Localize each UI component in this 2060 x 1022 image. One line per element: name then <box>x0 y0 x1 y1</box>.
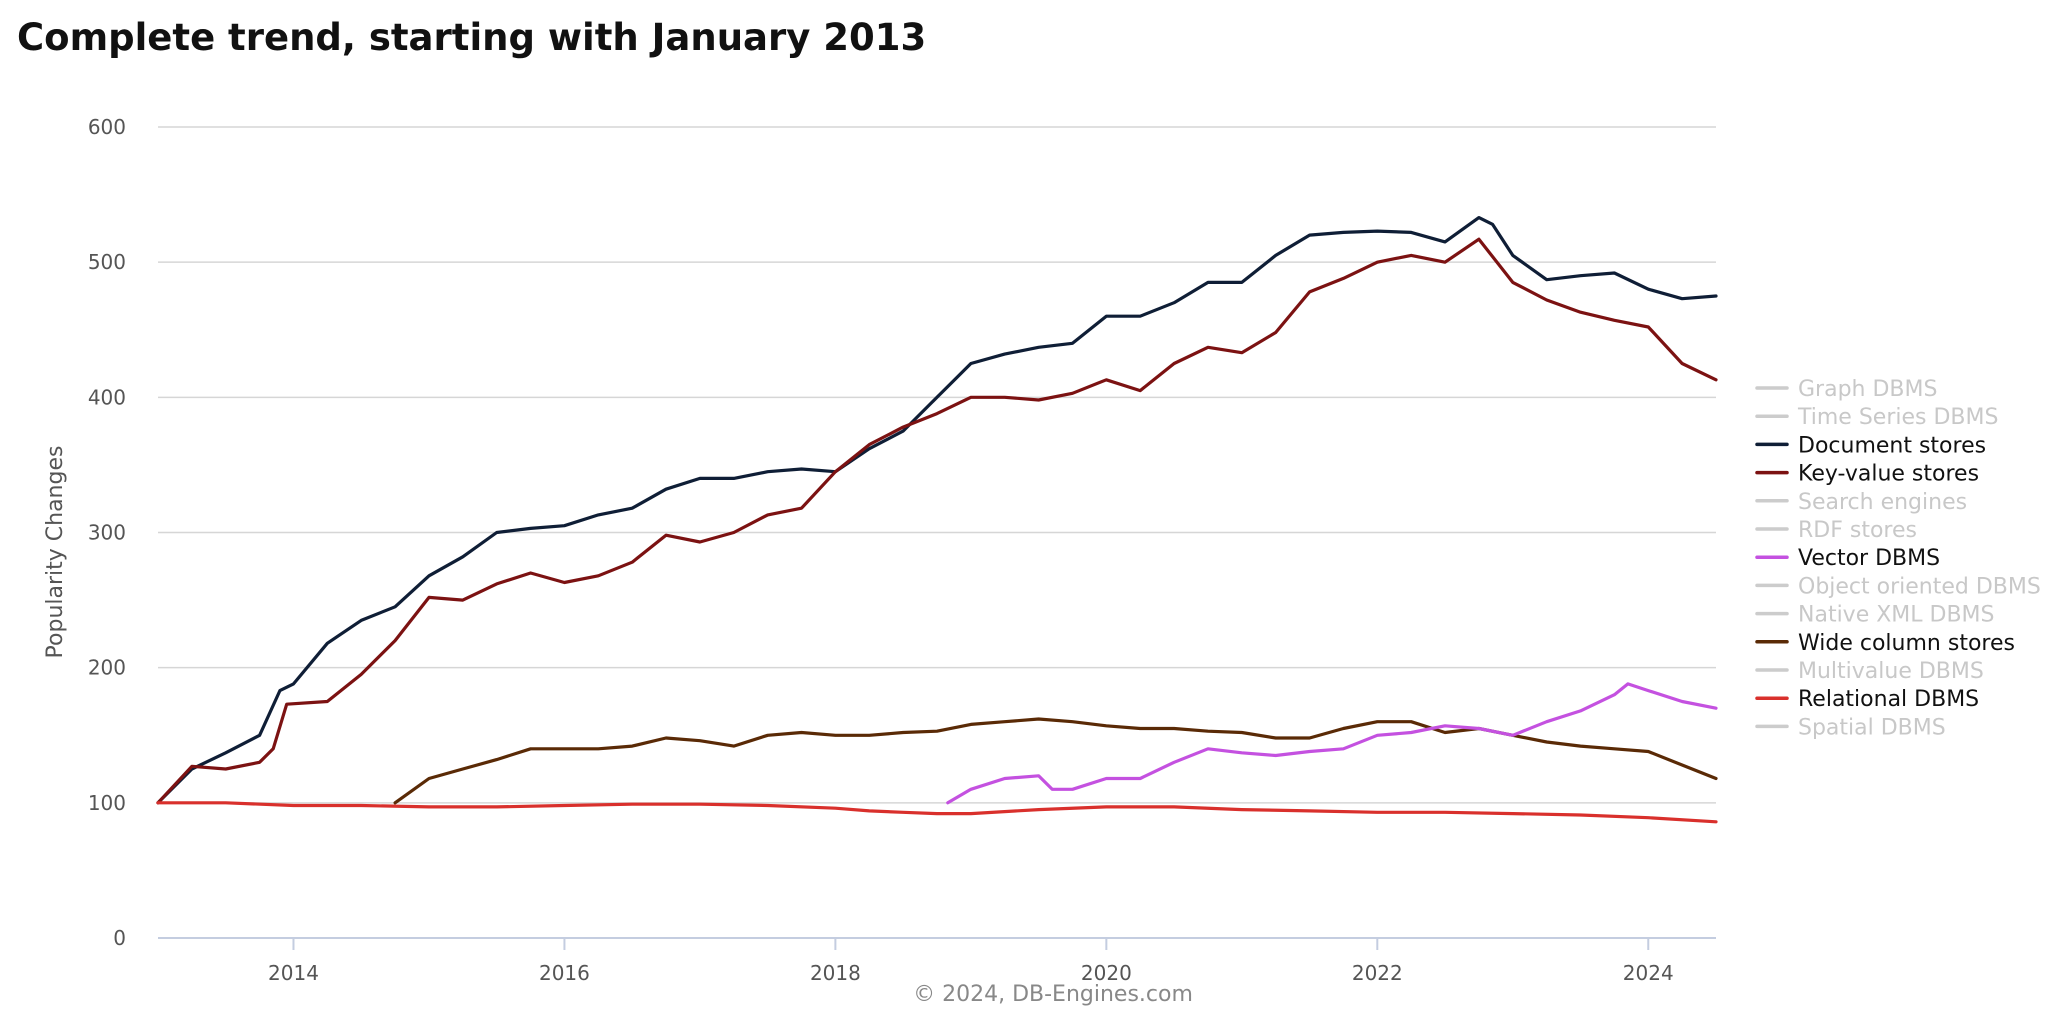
y-tick-label: 300 <box>88 521 126 545</box>
x-tick-label: 2020 <box>1081 961 1132 985</box>
legend-item-time-series-dbms[interactable]: Time Series DBMS <box>1755 405 1998 430</box>
y-tick-label: 0 <box>113 926 126 950</box>
series-line-document-stores <box>156 216 1718 805</box>
page-title: Complete trend, starting with January 20… <box>17 16 927 59</box>
y-tick-label: 100 <box>88 791 126 815</box>
x-tick-label: 2022 <box>1352 961 1403 985</box>
legend-item-relational-dbms[interactable]: Relational DBMS <box>1755 687 1979 712</box>
legend-item-rdf-stores[interactable]: RDF stores <box>1755 518 1917 543</box>
legend-label: Relational DBMS <box>1798 687 1979 712</box>
legend-item-multivalue-dbms[interactable]: Multivalue DBMS <box>1755 659 1984 684</box>
series-line-vector-dbms <box>946 682 1718 805</box>
legend-label: RDF stores <box>1798 518 1917 543</box>
legend-item-key-value-stores[interactable]: Key-value stores <box>1755 462 1979 487</box>
legend-item-vector-dbms[interactable]: Vector DBMS <box>1755 546 1940 571</box>
legend-item-document-stores[interactable]: Document stores <box>1755 433 1986 458</box>
series-line-key-value-stores <box>156 237 1718 805</box>
legend-label: Search engines <box>1798 490 1967 515</box>
legend-label: Graph DBMS <box>1798 377 1937 402</box>
y-tick-label: 200 <box>88 656 126 680</box>
legend-label: Object oriented DBMS <box>1798 574 2041 599</box>
legend-item-spatial-dbms[interactable]: Spatial DBMS <box>1755 715 1946 740</box>
legend-item-object-oriented-dbms[interactable]: Object oriented DBMS <box>1755 574 2041 599</box>
y-tick-label: 400 <box>88 385 126 409</box>
x-tick-label: 2014 <box>268 961 319 985</box>
legend-item-wide-column-stores[interactable]: Wide column stores <box>1755 631 2015 656</box>
legend-label: Key-value stores <box>1798 462 1979 487</box>
legend-label: Native XML DBMS <box>1798 603 1995 628</box>
legend-label: Multivalue DBMS <box>1798 659 1984 684</box>
series-lines <box>156 216 1718 824</box>
credit-text: © 2024, DB-Engines.com <box>913 982 1193 1007</box>
x-tick-label: 2018 <box>810 961 861 985</box>
legend-item-graph-dbms[interactable]: Graph DBMS <box>1755 377 1937 402</box>
grid-lines <box>158 126 1716 804</box>
legend-label: Wide column stores <box>1798 631 2015 656</box>
legend-item-search-engines[interactable]: Search engines <box>1755 490 1967 515</box>
x-tick-label: 2016 <box>539 961 590 985</box>
legend: Graph DBMS Time Series DBMS Document store… <box>1755 377 2041 740</box>
legend-label: Vector DBMS <box>1798 546 1940 571</box>
legend-item-native-xml-dbms[interactable]: Native XML DBMS <box>1755 603 1995 628</box>
legend-label: Time Series DBMS <box>1797 405 1998 430</box>
legend-label: Document stores <box>1798 433 1986 458</box>
x-tick-label: 2024 <box>1623 961 1674 985</box>
y-axis-title: Popularity Changes <box>43 446 68 659</box>
legend-label: Spatial DBMS <box>1798 715 1946 740</box>
y-tick-label: 600 <box>88 115 126 139</box>
y-tick-label: 500 <box>88 250 126 274</box>
axes: Popularity Changes 0 100 200 300 400 500 600 20… <box>43 115 1716 985</box>
series-line-relational-dbms <box>156 801 1718 824</box>
